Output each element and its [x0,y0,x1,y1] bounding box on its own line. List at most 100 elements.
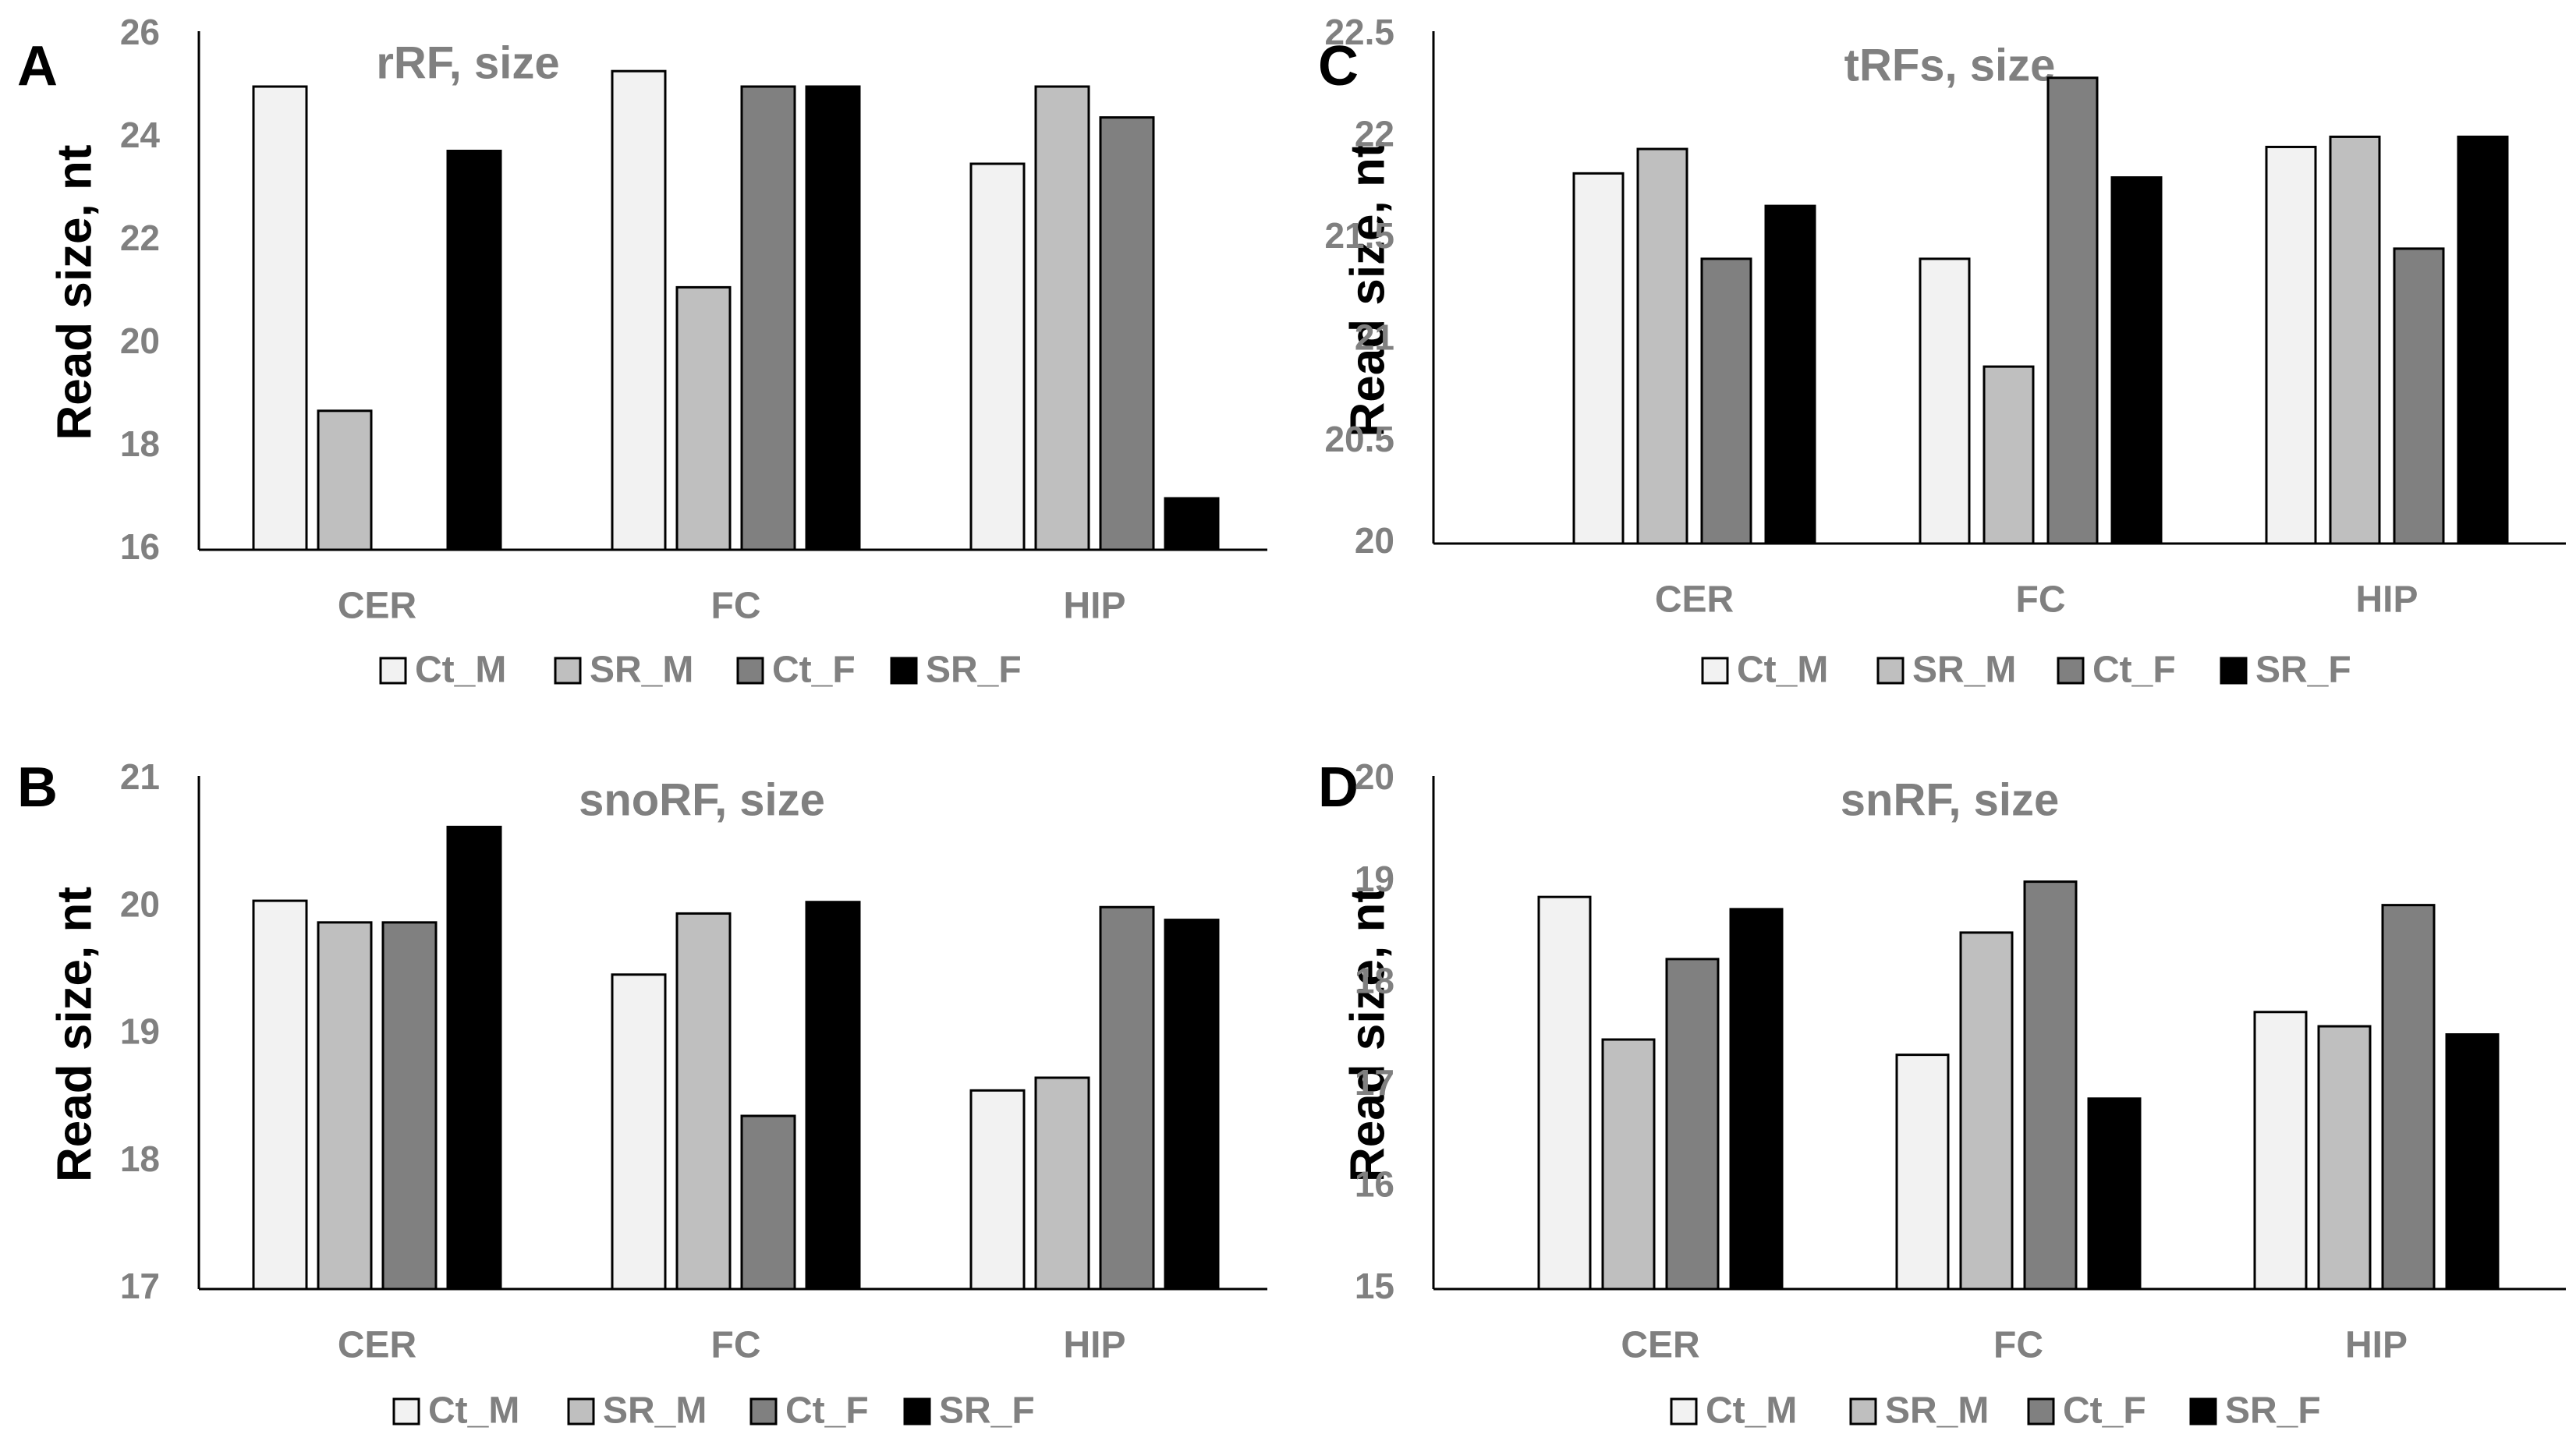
bar-ct-f-fc [2046,76,2099,545]
bar-sr-m-fc [675,285,732,551]
y-tick-label: 20 [1355,756,1394,797]
bar-ct-m-hip [2253,1011,2308,1291]
bar-sr-m-hip [2329,135,2381,545]
bar-ct-f-hip [1099,905,1155,1291]
legend-swatch-ct-f [2027,1397,2055,1426]
y-axis-label: Read size, nt [48,887,101,1182]
y-tick-label: 24 [120,115,161,155]
y-tick-label: 20 [1355,520,1394,561]
bar-ct-f-cer [381,921,438,1291]
legend-swatch-sr-m [567,1397,595,1426]
y-axis-label: Read size, nt [48,145,101,441]
legend-swatch-ct-f [736,657,764,685]
legend-swatch-sr-m [1876,657,1905,685]
legend-swatch-sr-m [554,657,582,685]
legend-label-ct-f: Ct_F [2092,650,2176,691]
legend-label-sr-f: SR_F [939,1390,1035,1432]
y-tick-label: 21 [1355,317,1394,357]
y-axis-label: Read size, nt [1341,887,1394,1182]
legend-swatch-sr-f [903,1397,931,1426]
bar-sr-f-cer [446,825,502,1291]
y-tick-label: 26 [120,12,160,52]
bar-sr-f-cer [1764,204,1816,545]
y-tick-label: 20 [120,884,160,924]
legend-label-ct-m: Ct_M [428,1390,519,1432]
legend: Ct_M SR_M Ct_F SR_F [379,650,1022,691]
x-category-label: FC [1993,1325,2043,1366]
y-tick-label: 18 [120,1139,160,1179]
legend-label-sr-m: SR_M [1885,1390,1989,1432]
bar-sr-f-hip [1164,919,1220,1291]
x-category-label: HIP [1063,586,1125,627]
bar-sr-f-fc [805,85,861,551]
legend-label-sr-f: SR_F [2255,650,2351,691]
bar-sr-m-cer [1636,147,1688,545]
bar-sr-m-fc [1982,365,2035,545]
x-category-label: HIP [1063,1325,1125,1366]
bar-ct-m-cer [1537,895,1592,1291]
legend-label-ct-m: Ct_M [415,650,506,691]
legend-label-ct-m: Ct_M [1706,1390,1797,1432]
legend-label-ct-m: Ct_M [1737,650,1828,691]
bar-ct-m-hip [969,1089,1026,1291]
legend-swatch-ct-m [392,1397,420,1426]
y-tick-label: 22 [1355,114,1394,154]
bar-ct-m-fc [611,973,667,1291]
panel-letter: B [17,756,58,819]
bar-ct-f-cer [1665,958,1720,1291]
bar-ct-f-hip [2381,904,2436,1291]
y-tick-label: 22 [120,218,160,258]
legend: Ct_M SR_M Ct_F SR_F [1670,1390,2321,1432]
bar-sr-f-cer [446,150,502,551]
bar-sr-f-hip [2445,1033,2500,1291]
bar-ct-m-cer [1572,172,1625,545]
bar-ct-f-fc [740,1114,796,1291]
y-tick-label: 15 [1355,1266,1394,1306]
bar-ct-m-fc [1919,257,1971,545]
legend-swatch-ct-m [379,657,407,685]
bar-sr-m-cer [317,921,373,1291]
legend-label-sr-m: SR_M [1912,650,2016,691]
bar-sr-f-hip [2457,135,2509,545]
legend-label-ct-f: Ct_F [772,650,856,691]
bar-sr-m-cer [317,409,373,551]
legend: Ct_M SR_M Ct_F SR_F [392,1390,1035,1432]
bar-ct-f-fc [740,85,796,551]
bar-ct-f-cer [1700,257,1752,545]
x-category-label: HIP [2355,579,2418,621]
y-tick-label: 19 [1355,859,1394,899]
panel-letter: C [1318,35,1359,97]
x-category-label: FC [711,1325,761,1366]
y-axis-label: Read size, nt [1341,142,1394,437]
x-category-label: CER [1621,1325,1699,1366]
legend: Ct_M SR_M Ct_F SR_F [1701,650,2351,691]
legend-label-sr-f: SR_F [2225,1390,2321,1432]
bar-sr-m-fc [1959,931,2014,1291]
bar-ct-m-fc [611,69,667,551]
legend-label-sr-f: SR_F [926,650,1022,691]
x-category-label: HIP [2345,1325,2408,1366]
y-tick-label: 18 [120,423,160,464]
panel-letter: A [17,35,58,97]
legend-label-sr-m: SR_M [590,650,693,691]
y-tick-label: 21.5 [1324,215,1394,256]
chart-title: tRFs, size [1844,40,2056,90]
x-category-label: CER [338,586,416,627]
legend-label-sr-m: SR_M [603,1390,707,1432]
bar-ct-m-hip [969,162,1026,551]
legend-swatch-ct-m [1670,1397,1698,1426]
chart-title: snoRF, size [579,774,825,825]
x-category-label: FC [711,586,761,627]
bar-ct-f-hip [1099,116,1155,551]
y-tick-label: 20.5 [1324,419,1394,459]
panel-letter: D [1318,756,1359,819]
legend-label-ct-f: Ct_F [2063,1390,2146,1432]
bar-ct-f-hip [2393,247,2445,545]
y-tick-label: 17 [120,1266,160,1306]
legend-swatch-ct-m [1701,657,1729,685]
bar-ct-m-hip [2265,145,2317,545]
